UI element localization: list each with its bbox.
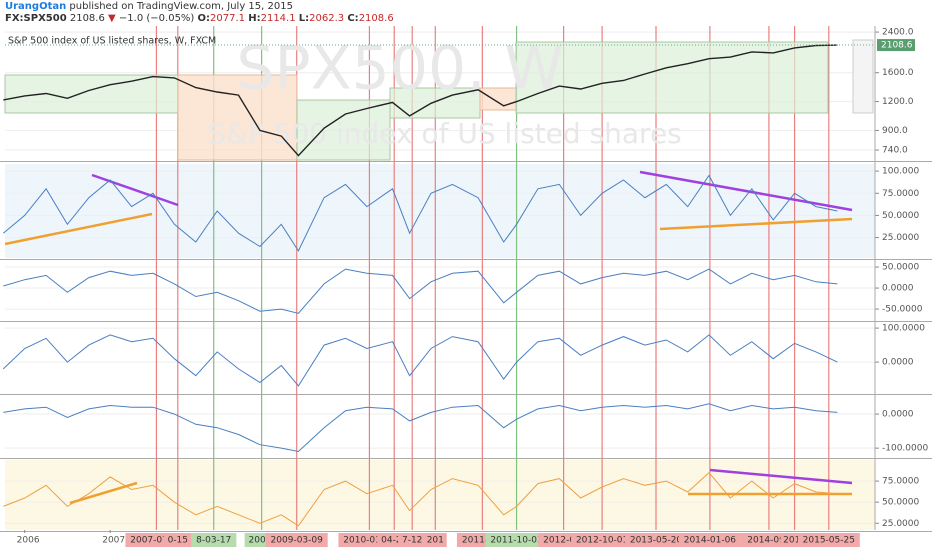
low: 2062.3 <box>309 13 345 24</box>
published: published on TradingView.com, July 15, 2… <box>69 1 293 12</box>
y-tick-label: 2400.0 <box>882 28 914 38</box>
event-label-box <box>571 533 634 547</box>
x-tick-label: 2015 <box>783 536 806 546</box>
panel-background <box>5 164 875 258</box>
trend-line <box>4 212 153 246</box>
trend-line <box>659 217 853 231</box>
panel-background <box>5 396 875 457</box>
y-tick-label: 900.0 <box>882 126 908 136</box>
x-tick-label: 201 <box>427 536 444 546</box>
x-tick-label: 2006 <box>17 536 40 546</box>
quote-line: FX:SPX500 2108.6 ▼ −1.0 (−0.05%) O:2077.… <box>5 13 394 24</box>
trend-line <box>91 173 179 207</box>
author-link[interactable]: UrangOtan <box>5 1 67 12</box>
event-label-box <box>678 533 741 547</box>
panel-background <box>5 262 875 320</box>
last-price-label: 2108.6 <box>881 41 913 51</box>
high-label: H: <box>248 13 261 24</box>
event-label-box <box>397 533 427 547</box>
y-tick-label: 50.0000 <box>882 211 919 221</box>
y-tick-label: 75.0000 <box>882 189 919 199</box>
backgrounds <box>0 26 932 532</box>
y-tick-label: 50.0000 <box>882 498 919 508</box>
zone <box>852 39 874 114</box>
event-label-box <box>797 533 860 547</box>
series-line <box>3 471 838 527</box>
zone <box>4 74 179 114</box>
x-tick-label: 2007-07-16 <box>130 536 183 546</box>
open-label: O: <box>197 13 211 24</box>
x-tick-label: 2012-04- <box>543 536 584 546</box>
panel-background <box>5 323 875 393</box>
last: 2108.6 <box>69 13 105 24</box>
x-tick-label: 04-26 <box>381 536 407 546</box>
zone <box>296 99 391 161</box>
watermark-subtitle: S&P 500 index of US listed shares <box>208 117 682 150</box>
x-tick-label: 2013-05-20 <box>630 536 683 546</box>
x-tick-label: 2010-01-11 <box>343 536 395 546</box>
y-tick-label: 25.0000 <box>882 233 919 243</box>
event-label-box <box>423 533 447 547</box>
open: 2077.1 <box>210 13 246 24</box>
series-line <box>3 44 838 157</box>
low-label: L: <box>298 13 310 24</box>
zone <box>177 74 298 161</box>
header: UrangOtan published on TradingView.com, … <box>0 0 932 26</box>
x-tick-label: 8-03-17 <box>196 536 231 546</box>
event-label-box <box>191 533 237 547</box>
y-tick-label: 1600.0 <box>882 68 914 78</box>
x-tick-label: 2007 <box>102 536 125 546</box>
event-label-box <box>485 533 548 547</box>
y-tick-label: 100.000 <box>882 167 919 177</box>
close-label: C: <box>347 13 359 24</box>
x-tick-label: 2011-10-03 <box>490 536 542 546</box>
change: −1.0 (−0.05%) <box>118 13 195 24</box>
arrow: ▼ <box>108 13 116 24</box>
event-label-box <box>163 533 193 547</box>
x-tick-label: 2014-09-' <box>747 536 790 546</box>
publish-line: UrangOtan published on TradingView.com, … <box>5 1 293 12</box>
y-tick-label: -50.0000 <box>882 305 923 315</box>
chart-title: S&P 500 index of US listed shares, W, FX… <box>8 36 216 47</box>
x-tick-label: 2015-05-25 <box>803 536 855 546</box>
series-line <box>2 174 838 252</box>
y-tick-label: 25.0000 <box>882 519 919 529</box>
x-tick-label: 2012-10-01 <box>576 536 628 546</box>
x-tick-label: 0-15 <box>168 536 188 546</box>
y-tick-label: 1200.0 <box>882 97 914 107</box>
y-tick-label: -100.0000 <box>882 444 928 454</box>
y-tick-label: 75.0000 <box>882 477 919 487</box>
trend-line <box>709 468 853 485</box>
x-tick-label: 2011-05- <box>462 536 503 546</box>
trend-line <box>639 170 853 212</box>
y-tick-label: 0.0000 <box>882 284 914 294</box>
x-tick-label: 2009-03-09 <box>271 536 324 546</box>
close: 2108.6 <box>358 13 394 24</box>
event-label-box <box>625 533 688 547</box>
last-price-box <box>877 39 915 52</box>
watermark: SPX500, W <box>236 34 563 104</box>
series-line <box>2 334 838 387</box>
y-tick-label: 740.0 <box>882 146 908 156</box>
series-line <box>3 268 838 314</box>
y-tick-label: 0.0000 <box>882 410 914 420</box>
zone <box>515 41 829 114</box>
x-tick-label: 7-12 <box>402 536 422 546</box>
zones <box>4 39 874 161</box>
high: 2114.1 <box>260 13 296 24</box>
event-label-box <box>265 533 328 547</box>
x-tick-label: 2008- <box>249 536 275 546</box>
symbol: FX:SPX500 <box>5 13 67 24</box>
y-tick-label: 100.0000 <box>882 324 925 334</box>
x-tick-label: 2014-01-06 <box>684 536 737 546</box>
y-tick-label: 0.0000 <box>882 358 914 368</box>
series-line <box>3 403 838 453</box>
y-tick-label: 50.0000 <box>882 263 919 273</box>
